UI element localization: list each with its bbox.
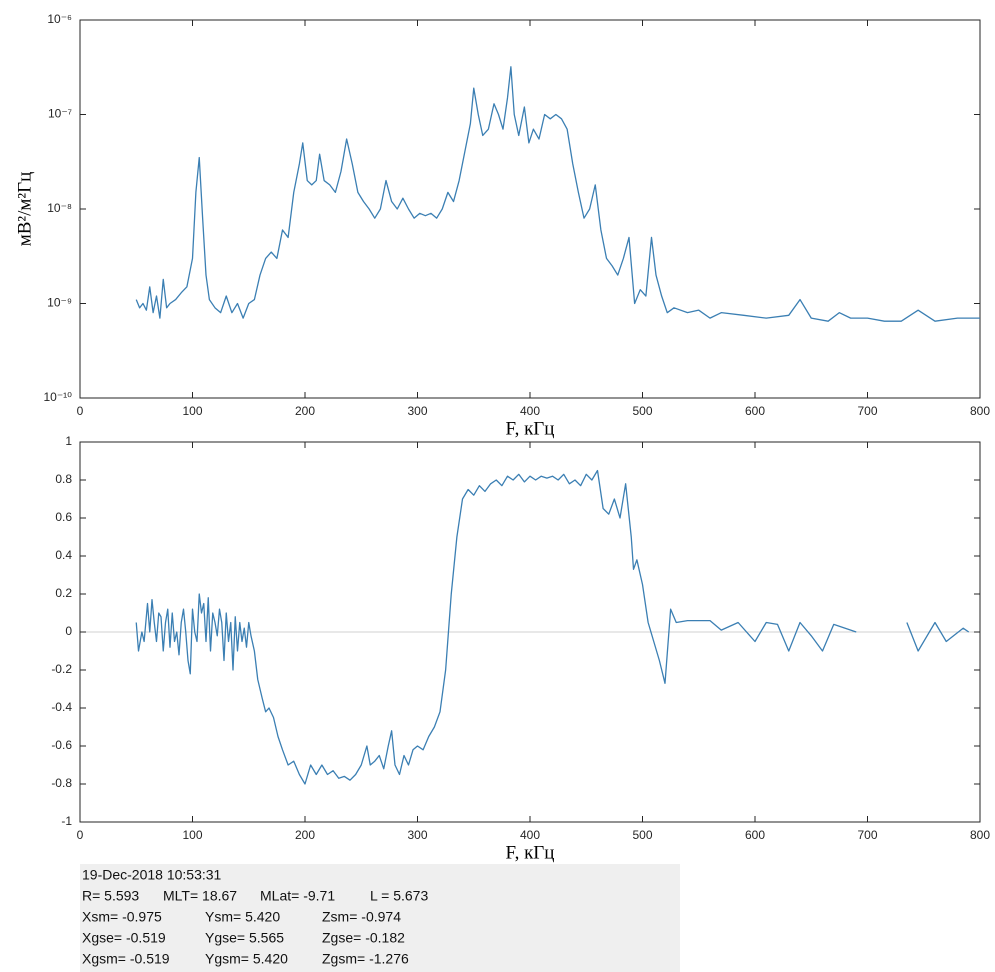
info-text: L = 5.673 bbox=[370, 888, 428, 904]
y-tick-label: 10⁻⁸ bbox=[47, 201, 72, 215]
x-tick-label: 0 bbox=[77, 828, 84, 842]
info-text: Zgse= -0.182 bbox=[322, 930, 405, 946]
x-tick-label: 200 bbox=[295, 828, 315, 842]
info-text: Ysm= 5.420 bbox=[205, 909, 280, 925]
y-tick-label: -0.6 bbox=[51, 738, 72, 752]
info-text: MLat= -9.71 bbox=[260, 888, 335, 904]
info-text: Zsm= -0.974 bbox=[322, 909, 401, 925]
y-tick-label: 0 bbox=[65, 624, 72, 638]
info-text: Xgse= -0.519 bbox=[82, 930, 166, 946]
x-tick-label: 800 bbox=[970, 828, 990, 842]
x-axis-label: F, кГц bbox=[506, 842, 555, 863]
y-tick-label: 10⁻⁶ bbox=[47, 12, 72, 26]
x-tick-label: 100 bbox=[182, 828, 202, 842]
info-text: Zgsm= -1.276 bbox=[322, 951, 409, 967]
y-tick-label: -1 bbox=[61, 814, 72, 828]
info-text: Ygse= 5.565 bbox=[205, 930, 284, 946]
x-tick-label: 200 bbox=[295, 404, 315, 418]
y-tick-label: 0.2 bbox=[55, 586, 72, 600]
x-tick-label: 100 bbox=[182, 404, 202, 418]
y-tick-label: 10⁻⁹ bbox=[47, 296, 72, 310]
y-tick-label: -0.8 bbox=[51, 776, 72, 790]
info-panel bbox=[80, 864, 680, 972]
x-tick-label: 600 bbox=[745, 404, 765, 418]
y-tick-label: -0.2 bbox=[51, 662, 72, 676]
info-text: Ygsm= 5.420 bbox=[205, 951, 288, 967]
y-tick-label: -0.4 bbox=[51, 700, 72, 714]
x-tick-label: 500 bbox=[632, 404, 652, 418]
x-tick-label: 0 bbox=[77, 404, 84, 418]
x-axis-label: F, кГц bbox=[506, 418, 555, 439]
plot-area bbox=[79, 19, 981, 399]
x-tick-label: 700 bbox=[857, 404, 877, 418]
y-tick-label: 10⁻¹⁰ bbox=[44, 390, 73, 404]
y-tick-label: 0.6 bbox=[55, 510, 72, 524]
info-text: R= 5.593 bbox=[82, 888, 139, 904]
y-tick-label: 0.8 bbox=[55, 472, 72, 486]
x-tick-label: 600 bbox=[745, 828, 765, 842]
x-tick-label: 300 bbox=[407, 828, 427, 842]
y-tick-label: 10⁻⁷ bbox=[48, 107, 72, 121]
info-text: Xsm= -0.975 bbox=[82, 909, 162, 925]
y-axis-label: мВ²/м²Гц bbox=[14, 172, 35, 247]
x-tick-label: 500 bbox=[632, 828, 652, 842]
y-tick-label: 0.4 bbox=[55, 548, 72, 562]
x-tick-label: 400 bbox=[520, 404, 540, 418]
x-tick-label: 400 bbox=[520, 828, 540, 842]
info-text: MLT= 18.67 bbox=[163, 888, 237, 904]
data-line bbox=[135, 469, 970, 785]
x-tick-label: 800 bbox=[970, 404, 990, 418]
info-text: Xgsm= -0.519 bbox=[82, 951, 170, 967]
info-text: 19-Dec-2018 10:53:31 bbox=[82, 867, 222, 883]
x-tick-label: 700 bbox=[857, 828, 877, 842]
data-line bbox=[135, 66, 980, 322]
y-tick-label: 1 bbox=[65, 434, 72, 448]
x-tick-label: 300 bbox=[407, 404, 427, 418]
